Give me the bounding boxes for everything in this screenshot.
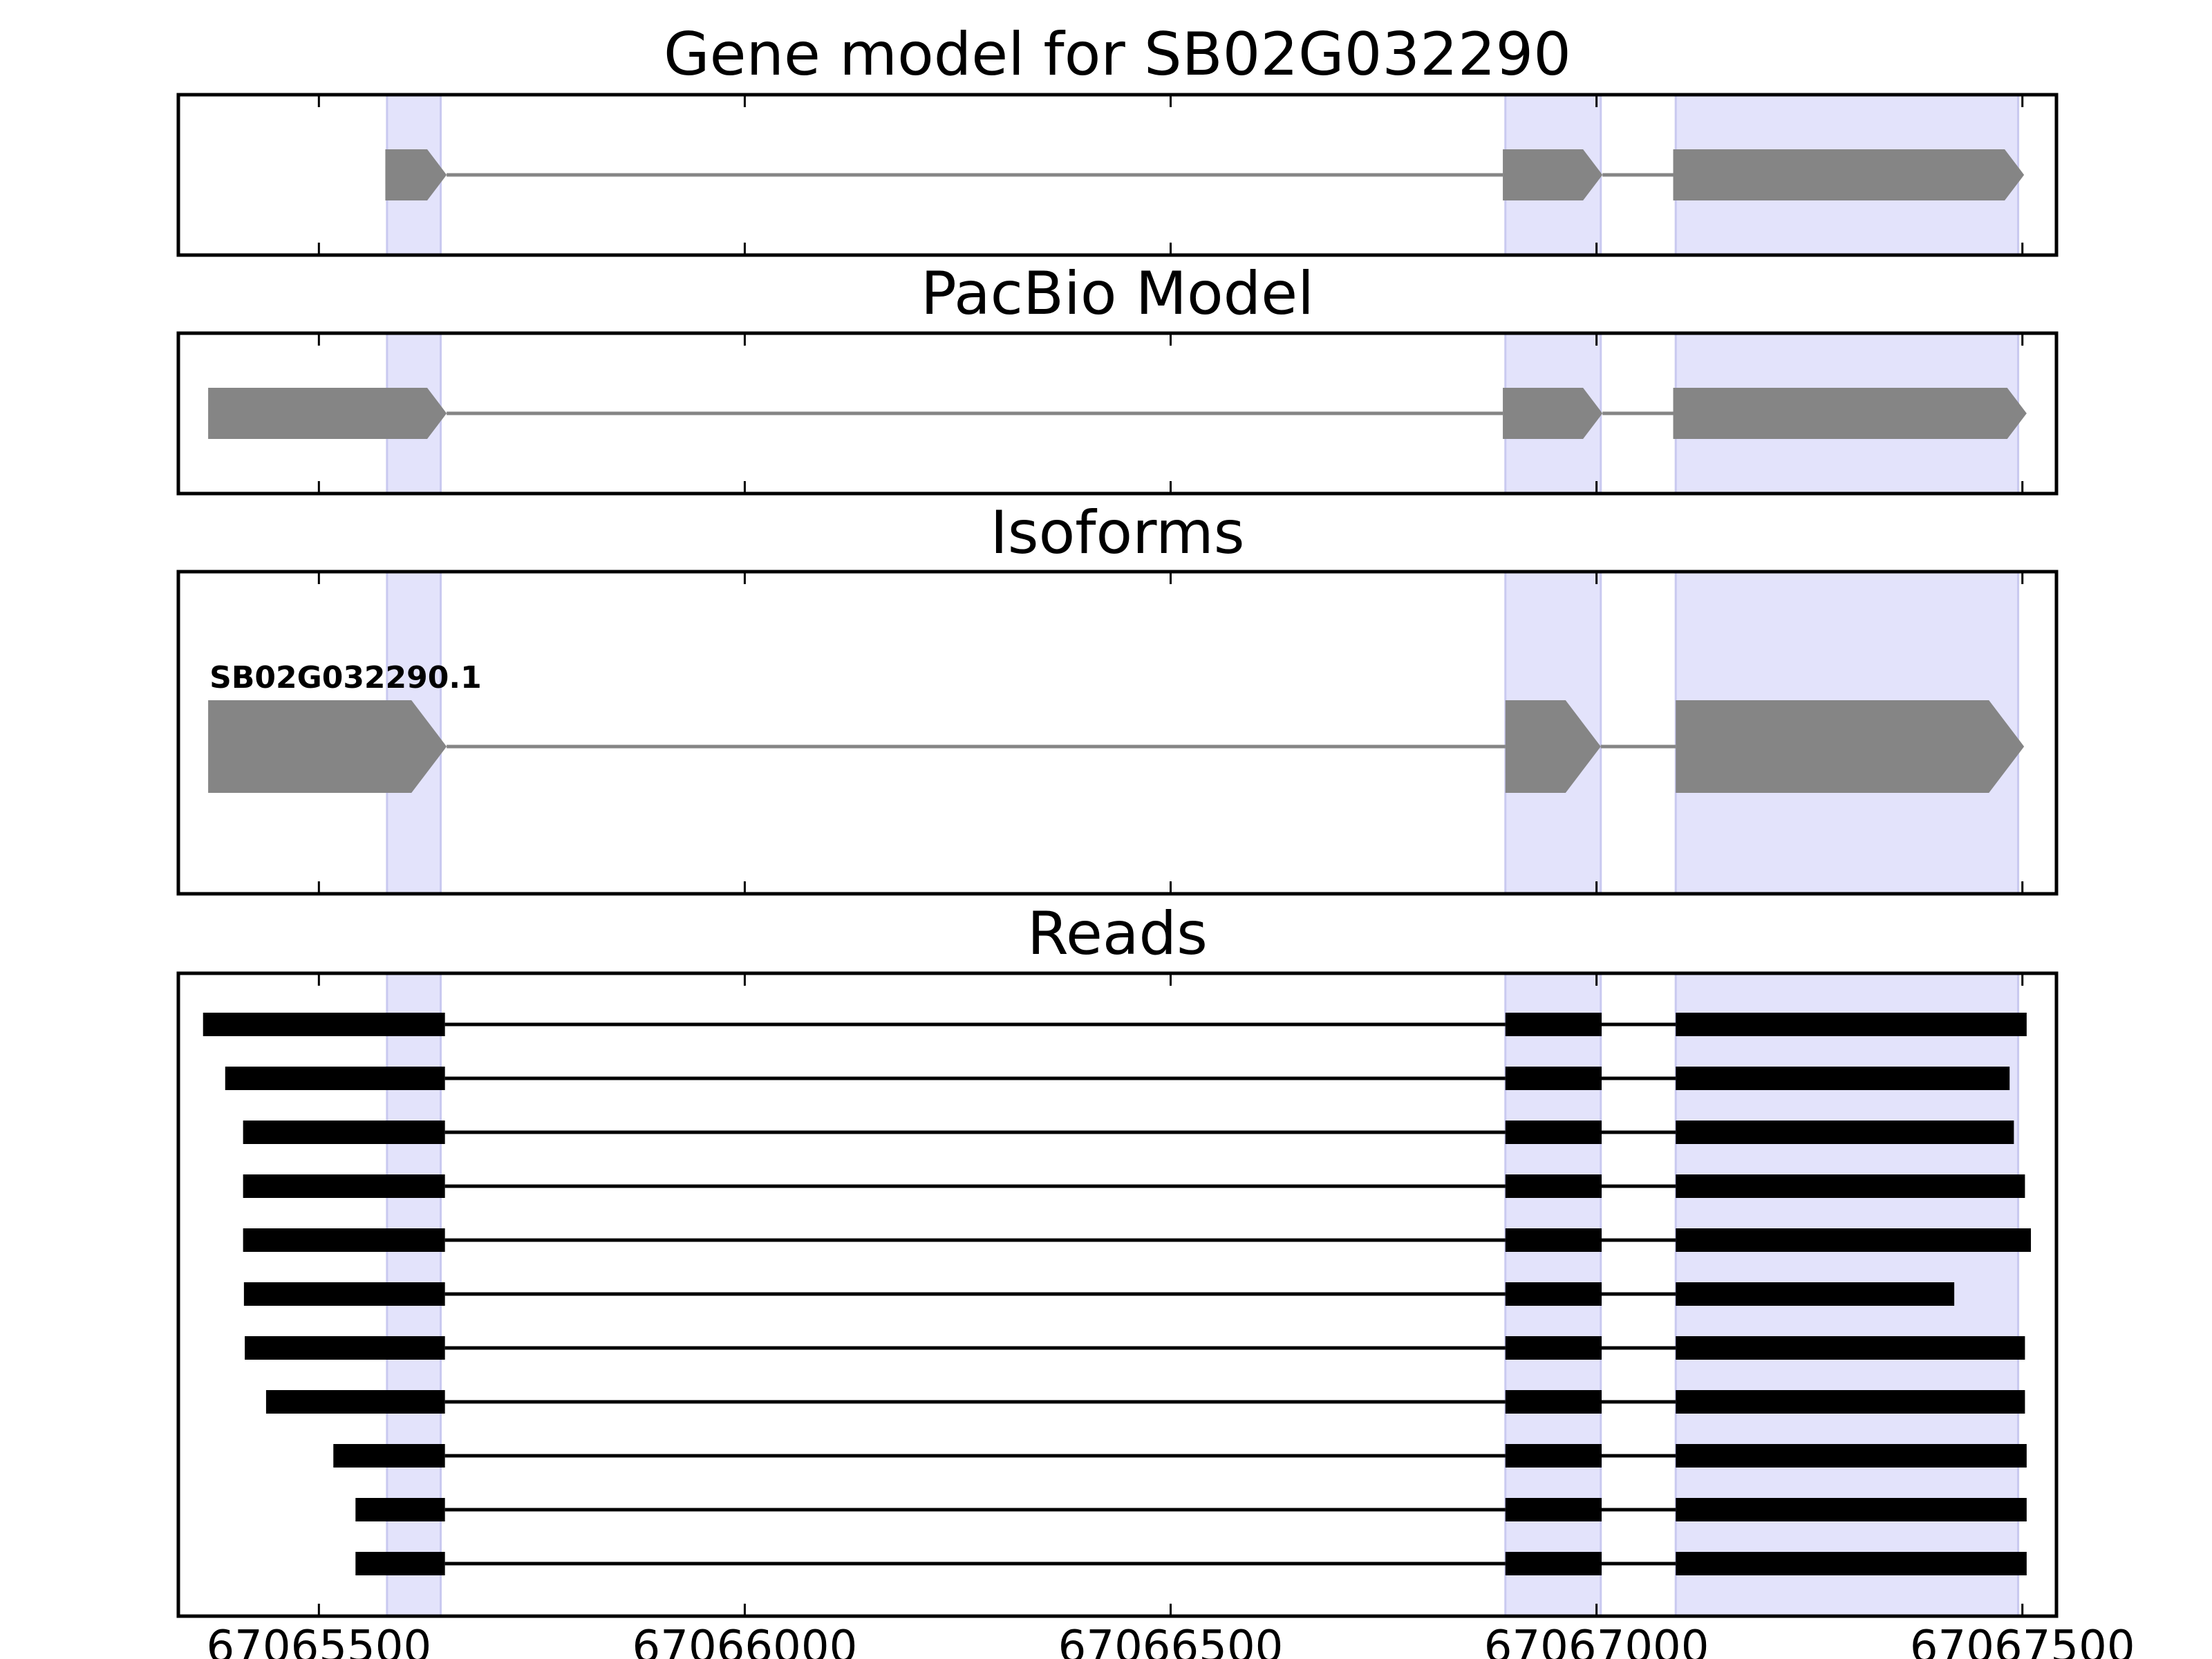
read-block [1505,1121,1602,1144]
read-block [1505,1498,1602,1521]
read-block [243,1174,445,1198]
panel-frame [176,331,2059,496]
exon-block [1673,149,2025,200]
panel-frame [176,570,2059,896]
feature-layer [203,149,2032,1575]
read-block [265,1390,445,1414]
text-layer: Gene model for SB02G032290 PacBio Model Is… [206,20,2135,1659]
read-block [1676,1228,2032,1252]
exon-block [385,149,447,200]
panel-title: Gene model for SB02G032290 [664,20,1571,89]
read-block [1676,1552,2027,1575]
read-block [203,1013,445,1036]
exon-block [1676,700,2025,793]
read-block [1505,1552,1602,1575]
read-block [243,1228,445,1252]
read-block [243,1282,445,1306]
x-tick-label: 67066500 [1058,1622,1284,1659]
x-tick-label: 67067500 [1910,1622,2135,1659]
read-block [1676,1174,2025,1198]
panel-title: PacBio Model [921,259,1314,328]
read-block [1505,1013,1602,1036]
read-block [1676,1067,2010,1090]
isoform-label: SB02G032290.1 [209,660,482,695]
x-tick-label: 67065500 [206,1622,431,1659]
read-block [1676,1444,2027,1468]
exon-block [1503,149,1603,200]
exon-block [1505,700,1601,793]
exon-block [1673,388,2027,439]
read-block [1505,1390,1602,1414]
panel-frame [176,93,2059,257]
read-block [225,1067,445,1090]
read-block [1676,1336,2025,1360]
read-block [1676,1282,1955,1306]
x-tick-label: 67067000 [1484,1622,1709,1659]
read-block [1676,1390,2025,1414]
exon-block [1503,388,1603,439]
panel-title: Reads [1027,899,1208,968]
tick-layer [317,95,2024,1616]
read-block [245,1336,445,1360]
read-block [1505,1228,1602,1252]
read-block [355,1552,445,1575]
x-tick-label: 67066000 [632,1622,858,1659]
read-block [1505,1067,1602,1090]
panel-frame [176,971,2059,1618]
exon-block [208,700,447,793]
read-block [243,1121,445,1144]
read-block [1505,1336,1602,1360]
read-block [1676,1498,2027,1521]
frame-layer [176,93,2059,1618]
read-block [355,1498,445,1521]
read-block [1676,1121,2014,1144]
exon-block [208,388,447,439]
read-block [1505,1282,1602,1306]
read-block [1505,1174,1602,1198]
read-block [1676,1013,2027,1036]
panel-title: Isoforms [990,498,1244,568]
read-block [333,1444,445,1468]
read-block [1505,1444,1602,1468]
